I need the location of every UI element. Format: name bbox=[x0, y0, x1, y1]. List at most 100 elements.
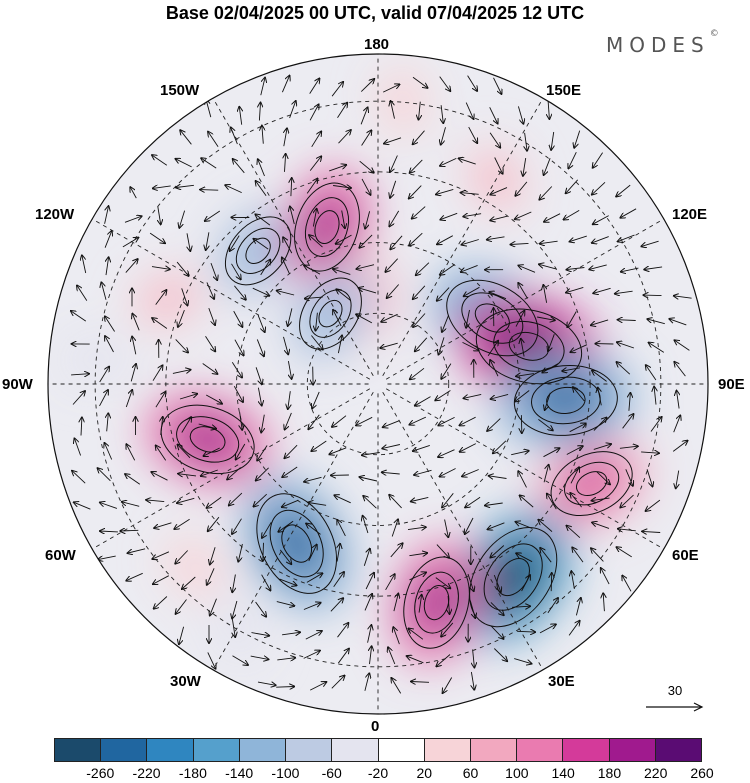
wind-vector-arrow bbox=[153, 575, 170, 584]
colorbar-swatch bbox=[470, 739, 518, 761]
wind-vector-arrow bbox=[182, 576, 196, 589]
meridian-line bbox=[382, 97, 544, 377]
wind-vector-arrow bbox=[409, 232, 423, 245]
wind-vector-arrow bbox=[180, 130, 192, 145]
wind-vector-arrow bbox=[279, 578, 297, 585]
wind-vector-arrow bbox=[676, 470, 679, 489]
colorbar-tick-label: 140 bbox=[551, 765, 575, 781]
wind-vector-arrow bbox=[592, 181, 606, 194]
wind-vector-arrow bbox=[172, 370, 191, 374]
wind-vector-arrow bbox=[232, 518, 242, 534]
wind-vector-arrow bbox=[71, 311, 87, 322]
wind-vector-arrow bbox=[548, 334, 555, 351]
wind-vector-arrow bbox=[313, 209, 316, 227]
wind-vector-arrow bbox=[444, 519, 449, 538]
wind-vector-arrow bbox=[461, 193, 479, 195]
wind-vector-arrow bbox=[282, 258, 290, 274]
label-90w: 90W bbox=[2, 376, 33, 393]
wind-vector-arrow bbox=[462, 469, 479, 477]
wind-vector-arrow bbox=[359, 288, 377, 294]
wind-vector-arrow bbox=[230, 235, 240, 251]
wind-vector-arrow bbox=[437, 235, 454, 245]
wind-vector-arrow bbox=[337, 336, 342, 354]
wind-vector-arrow bbox=[462, 341, 479, 350]
anomaly-core bbox=[178, 550, 212, 584]
wind-vector-arrow bbox=[564, 210, 580, 219]
wind-vector-arrow bbox=[231, 362, 242, 377]
wind-vector-arrow bbox=[236, 443, 246, 460]
wind-vector-arrow bbox=[493, 440, 507, 454]
graticule bbox=[48, 54, 708, 714]
meridian-line bbox=[385, 388, 665, 550]
anomaly-core bbox=[307, 287, 354, 340]
map-border bbox=[47, 53, 709, 715]
wind-vector-arrow bbox=[390, 180, 397, 198]
wind-vector-arrow bbox=[256, 181, 267, 196]
wind-vector-arrow bbox=[233, 385, 243, 402]
wind-vector-arrow bbox=[288, 391, 291, 409]
wind-vector-arrow bbox=[311, 440, 327, 451]
wind-vector-arrow bbox=[179, 210, 186, 228]
wind-vector-arrow bbox=[387, 284, 400, 299]
wind-vector-arrow bbox=[333, 186, 351, 188]
wind-vector-arrow bbox=[177, 497, 195, 503]
wind-vector-arrow bbox=[206, 232, 209, 250]
meridian-line bbox=[212, 97, 374, 377]
colorbar-labels: -260 -220 -180 -140 -100 -60 -20 20 60 100 140 180 2… bbox=[54, 765, 713, 783]
wind-vector-arrow bbox=[262, 126, 263, 144]
wind-vector-arrow bbox=[176, 599, 187, 614]
wind-vector-arrow bbox=[467, 573, 474, 591]
wind-vector-arrow bbox=[99, 390, 109, 407]
wind-vector-arrow bbox=[620, 494, 634, 507]
wind-vector-arrow bbox=[538, 520, 553, 532]
wind-vector-arrow bbox=[441, 105, 443, 123]
wind-vector-arrow bbox=[231, 263, 241, 280]
wind-vector-arrow bbox=[411, 682, 430, 683]
wind-vector-arrow bbox=[566, 179, 579, 194]
wind-vector-arrow bbox=[389, 210, 400, 226]
wind-vector-arrow bbox=[413, 313, 426, 328]
colorbar bbox=[54, 738, 702, 762]
wind-vector-arrow bbox=[105, 336, 114, 353]
wind-vector-arrow bbox=[511, 451, 529, 456]
wind-vector-arrow bbox=[288, 361, 291, 379]
wind-vector-arrow bbox=[309, 79, 320, 94]
wind-vector-arrow bbox=[437, 287, 450, 301]
wind-vector-arrow bbox=[463, 214, 482, 217]
wind-vector-arrow bbox=[263, 542, 264, 561]
wind-vector-arrow bbox=[562, 368, 581, 371]
wind-vector-arrow bbox=[407, 527, 426, 530]
wind-vector-arrow bbox=[229, 492, 243, 505]
meridian-line bbox=[91, 388, 371, 550]
wind-vector-arrow bbox=[465, 517, 474, 534]
colorbar-tick-label: 260 bbox=[690, 765, 714, 781]
colorbar-swatch bbox=[193, 739, 240, 761]
wind-vector-arrow bbox=[566, 286, 584, 292]
meridian-line bbox=[385, 218, 665, 380]
wind-vector-arrow bbox=[443, 677, 453, 694]
contour-line bbox=[318, 299, 343, 328]
wind-vector-arrow bbox=[441, 127, 446, 144]
wind-vector-arrow bbox=[625, 469, 633, 486]
wind-vector-arrow bbox=[411, 496, 429, 501]
wind-vector-arrow bbox=[98, 555, 116, 560]
wind-vector-arrow bbox=[618, 529, 636, 531]
wind-vector-arrow bbox=[258, 159, 265, 177]
wind-vector-arrow bbox=[539, 264, 557, 270]
wind-vector-arrow bbox=[261, 414, 264, 433]
wind-vector-arrow bbox=[410, 367, 425, 379]
wind-vector-arrow bbox=[181, 288, 188, 305]
wind-vector-arrow bbox=[303, 651, 320, 659]
vector-reference-label: 30 bbox=[667, 683, 683, 698]
wind-vector-arrow bbox=[487, 341, 498, 357]
wind-vector-arrow bbox=[151, 267, 170, 270]
wind-vector-arrow bbox=[337, 103, 348, 119]
wind-vector-arrow bbox=[601, 568, 610, 585]
wind-vector-arrow bbox=[312, 391, 320, 409]
wind-vector-arrow bbox=[543, 285, 546, 303]
wind-vector-arrow bbox=[225, 185, 242, 194]
wind-vector-arrow bbox=[617, 547, 632, 558]
colorbar-swatch bbox=[55, 739, 102, 761]
wind-vector-arrow bbox=[205, 210, 221, 221]
latitude-circle bbox=[306, 312, 450, 456]
